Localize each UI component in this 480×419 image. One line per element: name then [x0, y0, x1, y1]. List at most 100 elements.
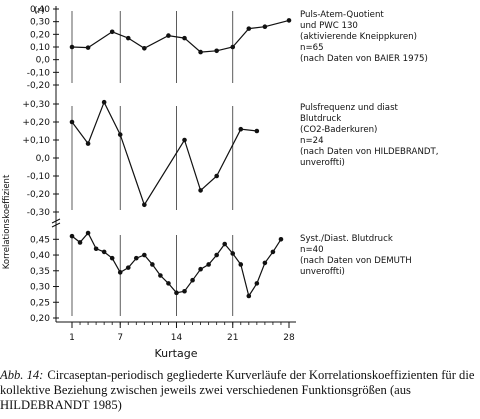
panel-annotation-line: Syst./Diast. Blutdruck	[300, 234, 393, 244]
data-point	[238, 126, 244, 132]
data-point	[142, 45, 147, 51]
data-point	[214, 252, 219, 258]
panel-annotation-line: (CO2-Baderkuren)	[300, 125, 377, 135]
data-point	[278, 236, 284, 242]
data-point	[133, 255, 139, 261]
data-point	[230, 251, 236, 256]
y-axis-label: Korrelationskoeffizient	[2, 174, 12, 269]
y-tick-label: -0,20	[27, 190, 51, 200]
data-point	[198, 49, 203, 55]
data-point	[262, 24, 268, 30]
y-tick-label: 0,20	[30, 314, 50, 324]
y-tick-label: +0,10	[22, 136, 50, 146]
data-point	[166, 33, 171, 38]
panel-annotation-line: n=65	[300, 43, 324, 53]
y-tick-label: 0,40	[30, 5, 50, 15]
data-point	[117, 132, 123, 137]
data-point	[230, 44, 236, 50]
data-point	[182, 288, 187, 294]
data-point	[101, 249, 107, 255]
x-tick-label: 1	[69, 333, 75, 343]
y-tick-label: 0,10	[30, 43, 50, 53]
data-point	[198, 266, 203, 272]
series-line	[71, 100, 257, 207]
data-point	[85, 45, 91, 50]
data-point	[246, 293, 252, 299]
y-unit-label: (r)	[34, 6, 45, 16]
panel-annotation-line: (nach Daten von DEMUTH	[300, 256, 412, 266]
data-point	[101, 99, 107, 105]
y-tick-label: 0,35	[30, 267, 50, 277]
panel-annotation-line: (nach Daten von BAIER 1975)	[300, 54, 428, 64]
data-point	[166, 281, 171, 286]
data-point	[174, 290, 179, 296]
data-point	[190, 277, 195, 283]
data-point	[206, 262, 211, 267]
data-point	[109, 255, 115, 261]
data-point	[286, 18, 292, 23]
axis-break-mark	[51, 222, 61, 228]
data-point	[117, 270, 123, 275]
y-tick-label: 0,30	[30, 283, 50, 293]
panel-annotation-line: Puls-Atem-Quotient	[300, 10, 384, 20]
y-tick-label: 0,25	[30, 298, 50, 308]
data-point	[254, 128, 260, 134]
data-point	[125, 265, 131, 270]
data-point	[142, 202, 147, 208]
data-point	[69, 119, 75, 125]
data-point	[238, 262, 244, 267]
data-point	[182, 137, 187, 143]
data-point	[85, 141, 91, 146]
data-point	[254, 281, 260, 286]
y-tick-label: 0,0	[36, 56, 51, 66]
data-point	[77, 240, 83, 245]
panel-annotation-line: unveroffti)	[300, 267, 345, 277]
panel-annotation-line: n=24	[300, 136, 324, 146]
data-point	[69, 44, 75, 50]
data-point	[182, 35, 187, 41]
data-point	[109, 29, 115, 35]
data-point	[198, 188, 203, 193]
data-point	[69, 233, 75, 239]
panel-annotation-line: Pulsfrequenz und diast	[300, 103, 399, 113]
panel-annotation-line: Blutdruck	[300, 114, 341, 124]
data-point	[150, 262, 155, 267]
data-point	[158, 273, 163, 278]
data-point	[214, 173, 219, 179]
x-tick-label: 28	[283, 333, 295, 343]
y-tick-label: -0,30	[27, 208, 51, 218]
data-point	[142, 252, 147, 258]
x-axis-label: Kurtage	[155, 347, 198, 360]
caption-lead: Abb. 14:	[0, 368, 44, 382]
y-tick-label: 0,40	[30, 251, 50, 261]
data-point	[246, 26, 252, 31]
data-point	[93, 246, 99, 252]
axis-break-mark	[51, 218, 61, 224]
y-tick-label: -0,20	[27, 81, 51, 91]
x-tick-label: 14	[171, 333, 183, 343]
data-point	[214, 48, 219, 54]
plot-group: 0,40 0,30 0,20 0,10 0,0 -0,10 -0,20 (r) Puls-Ate…	[22, 5, 438, 343]
y-tick-label: 0,30	[30, 18, 50, 28]
panel-annotation-line: und PWC 130	[300, 21, 358, 31]
panel-annotation-line: (nach Daten von HILDEBRANDT,	[300, 147, 438, 157]
panel-annotation-line: (aktivierende Kneippkuren)	[300, 32, 417, 42]
y-tick-label: 0,0	[36, 154, 51, 164]
data-point	[222, 241, 228, 247]
panel-annotation-line: n=40	[300, 245, 324, 255]
chart-area: Korrelationskoeffizient Kurtage 0,40 0,30…	[2, 5, 438, 360]
y-tick-label: -0,10	[27, 172, 51, 182]
y-tick-label: 0,45	[30, 235, 50, 245]
data-point	[125, 35, 131, 41]
data-point	[262, 260, 268, 266]
x-tick-label: 21	[227, 333, 238, 343]
series-line	[71, 19, 290, 53]
y-tick-label: -0,10	[27, 68, 51, 78]
x-tick-label: 7	[117, 333, 123, 343]
figure-caption: Abb. 14: Circaseptan-periodisch geglieder…	[0, 368, 478, 413]
caption-text: Circaseptan-periodisch gegliederte Kurve…	[0, 368, 475, 412]
panel-annotation-line: unveroffti)	[300, 158, 345, 168]
y-tick-label: +0,30	[22, 100, 50, 110]
data-point	[85, 230, 91, 236]
y-tick-label: +0,20	[22, 118, 50, 128]
